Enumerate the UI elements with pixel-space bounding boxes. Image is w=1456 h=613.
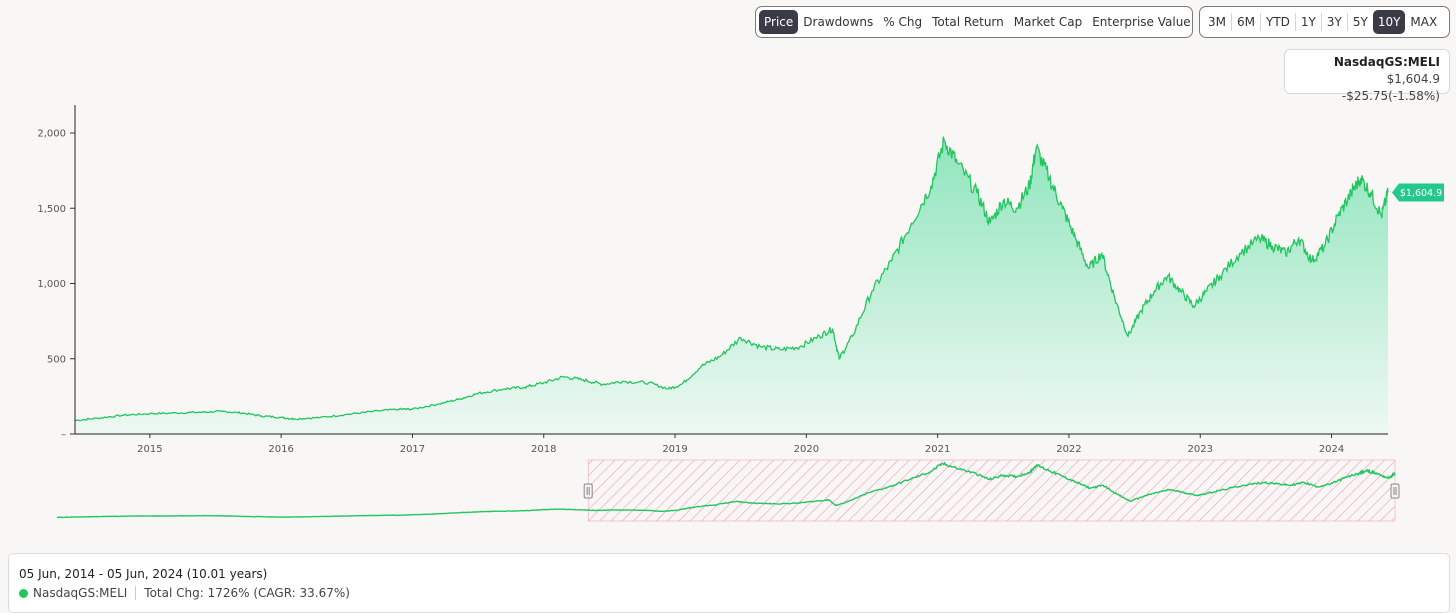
metric-button-enterprise-value[interactable]: Enterprise Value [1092,15,1191,29]
price-line [74,136,1389,422]
x-tick-label: 2018 [531,444,556,455]
divider [135,586,137,600]
x-tick-label: 2022 [1056,444,1081,455]
ticker-symbol: NasdaqGS:MELI [1333,55,1440,69]
range-button-10y[interactable]: 10Y [1372,10,1406,34]
legend-series-name: NasdaqGS:MELI [33,586,128,600]
metric-button-total-return[interactable]: Total Return [932,15,1004,29]
x-tick-label: 2017 [400,444,425,455]
range-button-5y[interactable]: 5Y [1352,15,1368,29]
button-separator [1346,13,1348,31]
metric-button-group: Price Drawdowns % Chg Total Return Market Ca… [755,6,1193,38]
y-tick-label: 2,000 [37,129,66,140]
date-range-label: 05 Jun, 2014 - 05 Jun, 2024 (10.01 years… [19,567,268,581]
y-tick-label: 500 [47,354,66,365]
ticker-quote-box: NasdaqGS:MELI $1,604.9 -$25.75(-1.58%) [1284,49,1450,103]
ticker-price-change: $1,604.9 -$25.75(-1.58%) [1341,72,1440,103]
range-button-3m[interactable]: 3M [1208,15,1226,29]
range-button-group: 3M 6M YTD 1Y 3Y 5Y 10Y MAX [1199,6,1450,38]
x-tick-label: 2020 [794,444,819,455]
button-separator [1231,13,1232,31]
metric-button-chg[interactable]: % Chg [883,15,923,29]
x-tick-label: 2021 [925,444,950,455]
range-button-ytd[interactable]: YTD [1266,15,1290,29]
navigator-handle-right-grip[interactable] [1390,483,1400,499]
price-area [75,136,1388,434]
total-change-label: Total Chg: 1726% (CAGR: 33.67%) [144,586,350,600]
range-button-6m[interactable]: 6M [1237,15,1255,29]
legend-dot-icon [19,588,28,598]
metric-button-market-cap[interactable]: Market Cap [1013,15,1083,29]
summary-footer: 05 Jun, 2014 - 05 Jun, 2024 (10.01 years… [8,553,1450,613]
navigator-selection[interactable] [587,459,1396,522]
price-chart[interactable]: – 500 1,000 1,500 2,000 2015 2016 2017 2018 2019 2… [0,0,1456,540]
last-price-tag: $1,604.9 [1392,183,1444,202]
y-tick-label: – [61,430,66,441]
y-tick-label: 1,500 [37,204,66,215]
navigator-line [56,461,1396,519]
x-tick-label: 2015 [137,444,162,455]
y-tick-label: 1,000 [37,279,66,290]
button-separator [1320,13,1322,31]
metric-button-drawdowns[interactable]: Drawdowns [803,15,874,29]
navigator-handle-right[interactable] [1390,483,1400,499]
range-button-max[interactable]: MAX [1410,15,1438,29]
x-tick-label: 2016 [268,444,293,455]
button-separator [1294,13,1296,31]
range-button-3y[interactable]: 3Y [1326,15,1342,29]
x-tick-label: 2024 [1319,444,1344,455]
last-price-label: $1,604.9 [1400,188,1442,199]
x-tick-label: 2019 [662,444,687,455]
navigator-handle-left-grip[interactable] [583,483,593,499]
range-button-1y[interactable]: 1Y [1300,15,1316,29]
x-tick-label: 2023 [1188,444,1213,455]
metric-button-price[interactable]: Price [759,10,799,34]
navigator-handle-left[interactable] [583,483,593,499]
button-separator [1260,13,1261,31]
last-price-tag-bg [1392,183,1444,202]
